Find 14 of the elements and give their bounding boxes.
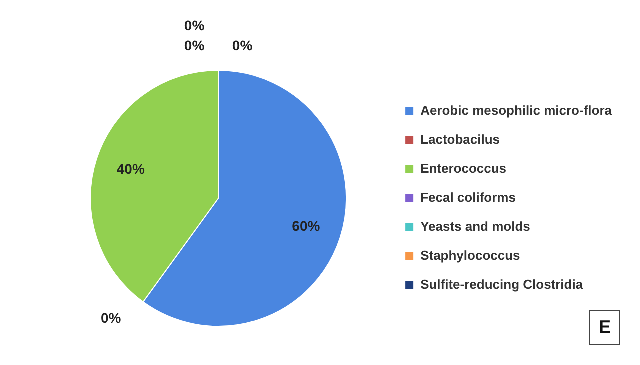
data-label: 60% [292,218,321,234]
legend-label: Staphylococcus [420,248,520,264]
legend-label: Aerobic mesophilic micro-flora [420,103,613,118]
text: 0% [184,17,205,34]
text: E [598,316,612,337]
text: 0% [232,37,253,54]
data-label: 40% [116,160,146,177]
legend-label: Enterococcus [420,161,507,176]
text: 0% [100,310,122,326]
legend-label: Fecal coliforms [420,190,516,206]
legend-label: Lactobacilus [420,132,500,148]
legend-label: Yeasts and molds [420,219,530,234]
text: 0% [184,37,205,54]
legend-label: Sulfite-reducing Clostridia [420,277,584,292]
